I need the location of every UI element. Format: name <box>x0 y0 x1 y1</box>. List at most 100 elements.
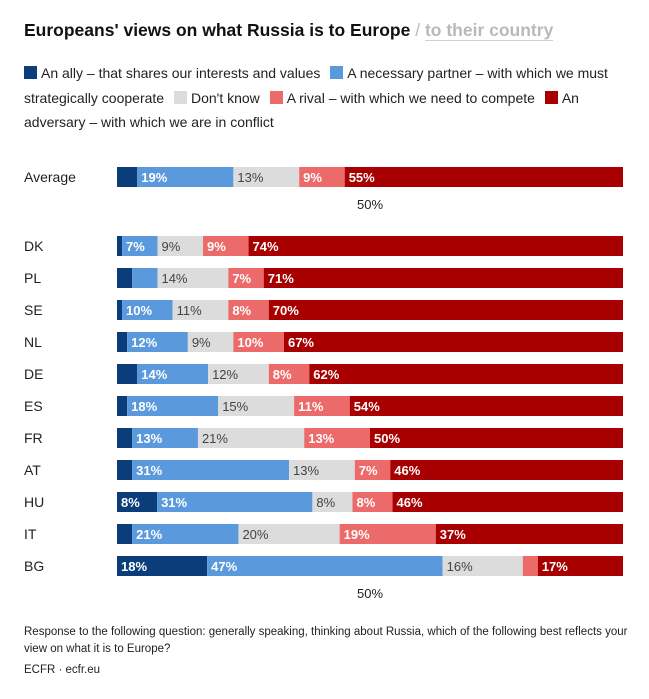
data-label-adversary-se: 70% <box>273 303 299 318</box>
bar-segment-partner-average <box>137 167 234 187</box>
chart-title: Europeans' views on what Russia is to Eu… <box>24 20 554 41</box>
data-label-dont-know-dk: 9% <box>161 239 180 254</box>
bar-segment-partner-pl <box>132 268 158 288</box>
bar-segment-rival-average <box>299 167 345 187</box>
legend-swatch-adversary <box>544 90 558 104</box>
row-label-at: AT <box>24 462 41 478</box>
data-label-rival-it: 19% <box>344 527 370 542</box>
data-label-rival-se: 8% <box>232 303 251 318</box>
bar-segment-rival-de <box>268 364 310 384</box>
bar-segment-partner-it <box>132 524 239 544</box>
bar-segment-rival-fr <box>304 428 370 448</box>
data-label-adversary-bg: 17% <box>542 559 568 574</box>
bar-segment-ally-es <box>117 396 128 416</box>
bar-segment-rival-nl <box>233 332 284 352</box>
data-label-rival-pl: 7% <box>232 271 251 286</box>
row-label-nl: NL <box>24 334 42 350</box>
data-label-dont-know-de: 12% <box>212 367 238 382</box>
data-label-adversary-nl: 67% <box>288 335 314 350</box>
bar-segment-rival-at <box>354 460 391 480</box>
data-label-rival-dk: 9% <box>207 239 226 254</box>
bar-segment-rival-dk <box>203 236 249 256</box>
row-label-average: Average <box>24 169 76 185</box>
legend-item-ally: An ally – that shares our interests and … <box>24 65 320 81</box>
data-label-dont-know-hu: 8% <box>316 495 335 510</box>
data-label-partner-se: 10% <box>126 303 152 318</box>
legend-swatch-partner <box>330 66 344 79</box>
bar-segment-dont-know-dk <box>157 236 204 256</box>
data-label-adversary-pl: 71% <box>268 271 294 286</box>
bar-segment-adversary-de <box>309 364 623 384</box>
bar-segment-ally-nl <box>117 332 128 352</box>
bar-segment-dont-know-de <box>208 364 269 384</box>
legend-swatch-ally <box>24 66 37 79</box>
bar-segment-partner-at <box>132 460 290 480</box>
bar-segment-rival-pl <box>228 268 264 288</box>
data-label-dont-know-it: 20% <box>242 527 268 542</box>
legend: An ally – that shares our interests and … <box>24 61 634 135</box>
bar-segment-partner-hu <box>157 492 313 512</box>
data-label-adversary-fr: 50% <box>374 431 400 446</box>
bar-segment-partner-de <box>137 364 209 384</box>
reference-label-bottom: 50% <box>357 586 383 601</box>
bar-segment-dont-know-bg <box>442 556 523 576</box>
row-label-se: SE <box>24 302 43 318</box>
bar-segment-partner-es <box>127 396 219 416</box>
bar-segment-adversary-bg <box>537 556 623 576</box>
data-label-adversary-es: 54% <box>354 399 380 414</box>
data-label-partner-fr: 13% <box>136 431 162 446</box>
row-label-pl: PL <box>24 270 41 286</box>
data-label-partner-es: 18% <box>131 399 157 414</box>
data-label-adversary-at: 46% <box>394 463 420 478</box>
reference-label-top: 50% <box>357 197 383 212</box>
data-label-rival-average: 9% <box>303 170 322 185</box>
row-label-hu: HU <box>24 494 44 510</box>
bar-segment-dont-know-hu <box>312 492 353 512</box>
bar-segment-rival-bg <box>522 556 538 576</box>
bar-segment-partner-se <box>122 300 173 320</box>
bar-segment-ally-average <box>117 167 138 187</box>
bar-segment-dont-know-es <box>218 396 295 416</box>
bar-segment-adversary-es <box>349 396 623 416</box>
data-label-adversary-average: 55% <box>349 170 375 185</box>
bar-segment-partner-dk <box>122 236 158 256</box>
title-separator: / <box>415 20 421 40</box>
legend-label-rival: A rival – with which we need to compete <box>286 89 535 106</box>
data-label-partner-it: 21% <box>136 527 162 542</box>
bar-segment-rival-es <box>294 396 350 416</box>
bar-segment-ally-it <box>117 524 133 544</box>
stacked-bar-chart: Average 19% 13% 9% 55% DK 7% 9% 9% 74% PL 14% 7% 71% S… <box>24 167 623 601</box>
legend-swatch-rival <box>269 90 283 104</box>
bar-segment-adversary-dk <box>248 236 623 256</box>
data-label-dont-know-se: 11% <box>177 303 202 318</box>
legend-item-dont-know: Don't know <box>173 89 260 106</box>
data-label-dont-know-bg: 16% <box>447 559 473 574</box>
data-label-dont-know-pl: 14% <box>161 271 187 286</box>
bar-segment-partner-bg <box>207 556 443 576</box>
data-label-adversary-dk: 74% <box>253 239 279 254</box>
data-label-partner-bg: 47% <box>211 559 237 574</box>
data-label-dont-know-average: 13% <box>237 170 263 185</box>
bar-segment-dont-know-pl <box>157 268 229 288</box>
bar-segment-rival-it <box>339 524 436 544</box>
bar-segment-adversary-pl <box>263 268 623 288</box>
bar-segment-ally-hu <box>117 492 158 512</box>
row-label-es: ES <box>24 398 43 414</box>
data-label-rival-nl: 10% <box>237 335 263 350</box>
bar-segment-adversary-average <box>344 167 623 187</box>
bar-segment-ally-pl <box>117 268 133 288</box>
bar-segment-adversary-it <box>435 524 623 544</box>
bar-segment-partner-fr <box>132 428 198 448</box>
data-label-ally-hu: 8% <box>121 495 140 510</box>
bar-segment-ally-dk <box>117 236 123 256</box>
bar-segment-partner-nl <box>127 332 188 352</box>
bar-segment-dont-know-it <box>238 524 340 544</box>
legend-item-adversary: An adversary – with which we are in conf… <box>24 90 579 131</box>
legend-label-ally: An ally – that shares our interests and … <box>41 65 321 81</box>
bar-segment-dont-know-average <box>233 167 300 187</box>
data-label-rival-de: 8% <box>273 367 292 382</box>
alt-view-toggle[interactable]: to their country <box>424 20 554 41</box>
data-label-dont-know-es: 15% <box>222 399 248 414</box>
legend-label-dont-know: Don't know <box>190 89 260 106</box>
bar-segment-ally-at <box>117 460 133 480</box>
